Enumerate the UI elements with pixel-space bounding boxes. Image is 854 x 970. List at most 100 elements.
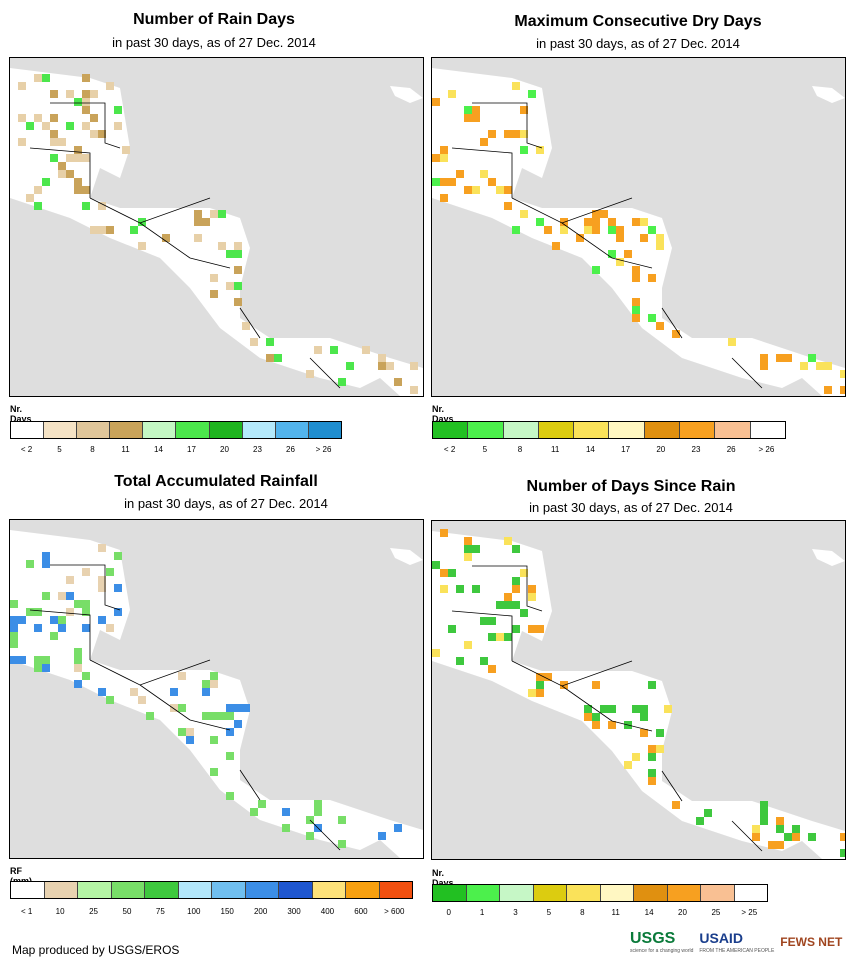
grid-cell: [488, 617, 496, 625]
usgs-logo-text: USGS: [630, 930, 676, 947]
legend-swatch: [110, 422, 144, 438]
grid-cell: [464, 114, 472, 122]
map-total-rainfall[interactable]: [9, 519, 424, 859]
grid-cell: [792, 833, 800, 841]
legend-swatch: [600, 885, 634, 901]
grid-cell: [114, 106, 122, 114]
grid-cell: [592, 210, 600, 218]
grid-cell: [592, 713, 600, 721]
grid-cell: [10, 616, 18, 624]
grid-cell: [66, 592, 74, 600]
legend-swatch: [667, 885, 701, 901]
legend-tick-label: 11: [551, 445, 560, 454]
legend-tick-label: 100: [187, 907, 201, 916]
map-rain-days[interactable]: [9, 57, 424, 397]
grid-cell: [82, 624, 90, 632]
grid-cell: [696, 817, 704, 825]
grid-cell: [504, 130, 512, 138]
grid-cell: [106, 82, 114, 90]
grid-cell: [114, 584, 122, 592]
grid-cell: [520, 569, 528, 577]
grid-cell: [600, 210, 608, 218]
grid-cell: [536, 146, 544, 154]
grid-cell: [82, 74, 90, 82]
legend-swatch: [275, 422, 309, 438]
legend-swatch: [346, 882, 380, 898]
legend-swatch: [44, 422, 78, 438]
legend-tick-label: 20: [220, 445, 229, 454]
grid-cell: [306, 832, 314, 840]
grid-cell: [608, 218, 616, 226]
grid-cell: [10, 640, 18, 648]
grid-cell: [242, 704, 250, 712]
grid-cell: [496, 633, 504, 641]
land: [432, 68, 845, 396]
grid-cell: [98, 576, 106, 584]
grid-cell: [202, 688, 210, 696]
grid-cell: [840, 833, 845, 841]
grid-cell: [170, 704, 178, 712]
panel-title: Number of Rain Days: [133, 11, 295, 28]
grid-cell: [608, 250, 616, 258]
grid-cell: [50, 632, 58, 640]
grid-cell: [824, 386, 832, 394]
map-days-since-rain[interactable]: [431, 520, 846, 860]
grid-cell: [362, 346, 370, 354]
land: [10, 530, 423, 858]
legend-tick-label: 300: [287, 907, 301, 916]
grid-cell: [50, 616, 58, 624]
grid-cell: [472, 186, 480, 194]
grid-cell: [488, 130, 496, 138]
grid-cell: [34, 608, 42, 616]
legend-swatch: [279, 882, 313, 898]
grid-cell: [74, 600, 82, 608]
grid-cell: [464, 545, 472, 553]
grid-cell: [640, 705, 648, 713]
grid-cell: [648, 745, 656, 753]
grid-cell: [210, 290, 218, 298]
grid-cell: [528, 90, 536, 98]
grid-cell: [42, 552, 50, 560]
grid-cell: [592, 266, 600, 274]
grid-cell: [122, 146, 130, 154]
grid-cell: [544, 226, 552, 234]
grid-cell: [760, 809, 768, 817]
grid-cell: [82, 600, 90, 608]
grid-cell: [624, 761, 632, 769]
grid-cell: [640, 218, 648, 226]
legend-tick-label: 25: [711, 908, 721, 917]
grid-cell: [66, 122, 74, 130]
grid-cell: [114, 122, 122, 130]
grid-cell: [74, 680, 82, 688]
grid-cell: [234, 250, 242, 258]
grid-cell: [210, 736, 218, 744]
grid-cell: [448, 178, 456, 186]
grid-cell: [472, 585, 480, 593]
grid-cell: [480, 170, 488, 178]
legend-swatch: [44, 882, 78, 898]
grid-cell: [656, 322, 664, 330]
legend-tick-label: 1: [479, 908, 485, 917]
grid-cell: [776, 354, 784, 362]
grid-cell: [464, 106, 472, 114]
grid-cell: [632, 314, 640, 322]
legend-ticks: 0 1 3 5 8 11 14 20 25 > 25: [432, 908, 766, 920]
grid-cell: [106, 568, 114, 576]
grid-cell: [186, 736, 194, 744]
grid-cell: [66, 608, 74, 616]
pattern-c: [432, 90, 816, 362]
grid-cell: [42, 74, 50, 82]
legend-tick-label: 10: [55, 907, 65, 916]
grid-cell: [512, 545, 520, 553]
legend-swatch: [503, 422, 539, 438]
grid-cell: [456, 657, 464, 665]
grid-cell: [448, 625, 456, 633]
map-max-dry-days[interactable]: [431, 57, 846, 397]
usgs-tagline: science for a changing world: [630, 948, 694, 954]
grid-cell: [800, 362, 808, 370]
grid-cell: [58, 162, 66, 170]
grid-cell: [50, 114, 58, 122]
grid-cell: [10, 600, 18, 608]
pattern-a: [10, 552, 346, 848]
grid-cell: [728, 338, 736, 346]
